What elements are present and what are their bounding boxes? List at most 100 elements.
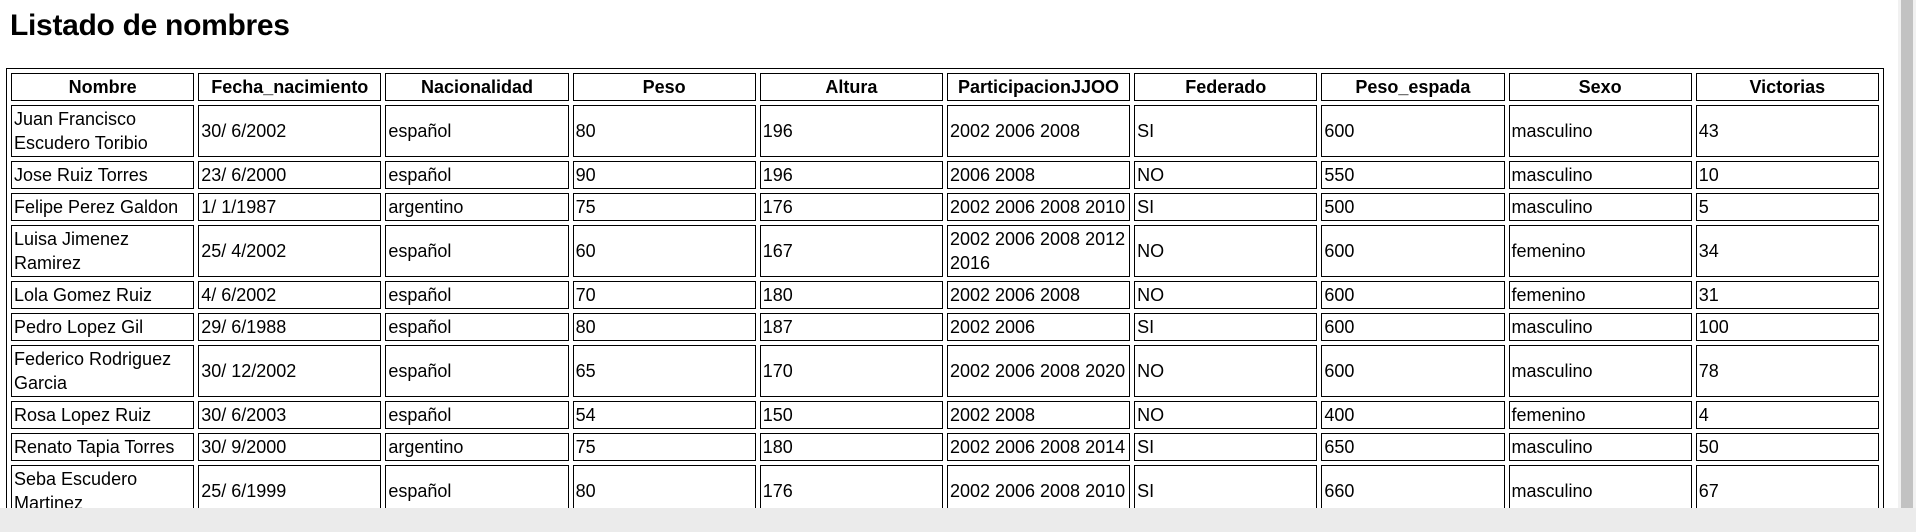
cell-nacionalidad: español: [385, 345, 569, 397]
cell-altura: 196: [759, 161, 943, 189]
cell-sexo: masculino: [1508, 161, 1692, 189]
cell-nacionalidad: argentino: [385, 433, 569, 461]
cell-peso: 65: [572, 345, 756, 397]
cell-participacion-jjoo: 2002 2006 2008 2020: [946, 345, 1131, 397]
table-body: Juan Francisco Escudero Toribio 30/ 6/200…: [11, 105, 1879, 508]
cell-federado: NO: [1134, 345, 1318, 397]
cell-federado: NO: [1134, 401, 1318, 429]
cell-victorias: 78: [1695, 345, 1879, 397]
cell-nacionalidad: español: [385, 401, 569, 429]
cell-peso: 75: [572, 193, 756, 221]
cell-peso-espada: 600: [1321, 105, 1505, 157]
cell-sexo: femenino: [1508, 281, 1692, 309]
table-row: Felipe Perez Galdon 1/ 1/1987 argentino 75 1…: [11, 193, 1879, 221]
column-header-fecha-nacimiento: Fecha_nacimiento: [198, 73, 382, 101]
cell-participacion-jjoo: 2002 2006 2008 2010: [946, 465, 1131, 508]
cell-peso-espada: 660: [1321, 465, 1505, 508]
table-row: Juan Francisco Escudero Toribio 30/ 6/200…: [11, 105, 1879, 157]
cell-nacionalidad: español: [385, 105, 569, 157]
cell-federado: SI: [1134, 465, 1318, 508]
cell-sexo: masculino: [1508, 193, 1692, 221]
table-row: Seba Escudero Martinez 25/ 6/1999 español 8…: [11, 465, 1879, 508]
cell-fecha-nacimiento: 30/ 6/2003: [198, 401, 382, 429]
cell-peso: 75: [572, 433, 756, 461]
table-row: Pedro Lopez Gil 29/ 6/1988 español 80 187 200…: [11, 313, 1879, 341]
cell-altura: 196: [759, 105, 943, 157]
column-header-peso-espada: Peso_espada: [1321, 73, 1505, 101]
column-header-federado: Federado: [1134, 73, 1318, 101]
cell-participacion-jjoo: 2002 2006 2008 2012 2016: [946, 225, 1131, 277]
cell-federado: SI: [1134, 193, 1318, 221]
cell-nombre: Federico Rodriguez Garcia: [11, 345, 195, 397]
table-row: Lola Gomez Ruiz 4/ 6/2002 español 70 180 2002…: [11, 281, 1879, 309]
table-row: Jose Ruiz Torres 23/ 6/2000 español 90 196 20…: [11, 161, 1879, 189]
column-header-peso: Peso: [572, 73, 756, 101]
cell-nombre: Seba Escudero Martinez: [11, 465, 195, 508]
cell-altura: 187: [759, 313, 943, 341]
cell-nombre: Luisa Jimenez Ramirez: [11, 225, 195, 277]
cell-victorias: 43: [1695, 105, 1879, 157]
column-header-altura: Altura: [759, 73, 943, 101]
cell-nombre: Rosa Lopez Ruiz: [11, 401, 195, 429]
athletes-table: Nombre Fecha_nacimiento Nacionalidad Pes…: [6, 68, 1884, 508]
column-header-sexo: Sexo: [1508, 73, 1692, 101]
scrollbar-thumb[interactable]: [1901, 0, 1913, 508]
cell-federado: NO: [1134, 161, 1318, 189]
cell-nombre: Lola Gomez Ruiz: [11, 281, 195, 309]
cell-participacion-jjoo: 2002 2006: [946, 313, 1131, 341]
cell-nombre: Felipe Perez Galdon: [11, 193, 195, 221]
cell-peso-espada: 600: [1321, 313, 1505, 341]
cell-nacionalidad: español: [385, 313, 569, 341]
cell-nacionalidad: español: [385, 465, 569, 508]
cell-fecha-nacimiento: 30/ 9/2000: [198, 433, 382, 461]
cell-peso-espada: 500: [1321, 193, 1505, 221]
cell-fecha-nacimiento: 30/ 12/2002: [198, 345, 382, 397]
cell-nacionalidad: español: [385, 225, 569, 277]
cell-participacion-jjoo: 2002 2006 2008 2014: [946, 433, 1131, 461]
cell-victorias: 67: [1695, 465, 1879, 508]
cell-nacionalidad: español: [385, 281, 569, 309]
cell-sexo: masculino: [1508, 465, 1692, 508]
cell-federado: SI: [1134, 433, 1318, 461]
table-row: Rosa Lopez Ruiz 30/ 6/2003 español 54 150 200…: [11, 401, 1879, 429]
table-row: Luisa Jimenez Ramirez 25/ 4/2002 español 60…: [11, 225, 1879, 277]
cell-altura: 170: [759, 345, 943, 397]
cell-victorias: 31: [1695, 281, 1879, 309]
cell-sexo: masculino: [1508, 345, 1692, 397]
cell-victorias: 4: [1695, 401, 1879, 429]
cell-sexo: masculino: [1508, 105, 1692, 157]
cell-nombre: Renato Tapia Torres: [11, 433, 195, 461]
cell-federado: SI: [1134, 313, 1318, 341]
cell-fecha-nacimiento: 1/ 1/1987: [198, 193, 382, 221]
scrollbar-corner: [1898, 508, 1916, 532]
cell-nombre: Jose Ruiz Torres: [11, 161, 195, 189]
cell-peso: 80: [572, 465, 756, 508]
cell-federado: NO: [1134, 281, 1318, 309]
cell-peso: 54: [572, 401, 756, 429]
cell-federado: SI: [1134, 105, 1318, 157]
table-row: Renato Tapia Torres 30/ 9/2000 argentino 75…: [11, 433, 1879, 461]
cell-peso: 60: [572, 225, 756, 277]
cell-participacion-jjoo: 2002 2006 2008: [946, 281, 1131, 309]
column-header-victorias: Victorias: [1695, 73, 1879, 101]
cell-nacionalidad: español: [385, 161, 569, 189]
cell-peso-espada: 650: [1321, 433, 1505, 461]
cell-altura: 176: [759, 465, 943, 508]
table-row: Federico Rodriguez Garcia 30/ 12/2002 espa…: [11, 345, 1879, 397]
cell-peso: 70: [572, 281, 756, 309]
cell-fecha-nacimiento: 4/ 6/2002: [198, 281, 382, 309]
vertical-scrollbar[interactable]: [1898, 0, 1916, 508]
column-header-participacion-jjoo: ParticipacionJJOO: [946, 73, 1131, 101]
table-header-row: Nombre Fecha_nacimiento Nacionalidad Pes…: [11, 73, 1879, 101]
cell-nombre: Pedro Lopez Gil: [11, 313, 195, 341]
cell-victorias: 100: [1695, 313, 1879, 341]
cell-sexo: masculino: [1508, 313, 1692, 341]
cell-peso-espada: 600: [1321, 345, 1505, 397]
cell-participacion-jjoo: 2002 2008: [946, 401, 1131, 429]
cell-peso-espada: 400: [1321, 401, 1505, 429]
cell-fecha-nacimiento: 23/ 6/2000: [198, 161, 382, 189]
cell-altura: 180: [759, 433, 943, 461]
cell-altura: 176: [759, 193, 943, 221]
cell-fecha-nacimiento: 25/ 6/1999: [198, 465, 382, 508]
cell-peso-espada: 600: [1321, 281, 1505, 309]
